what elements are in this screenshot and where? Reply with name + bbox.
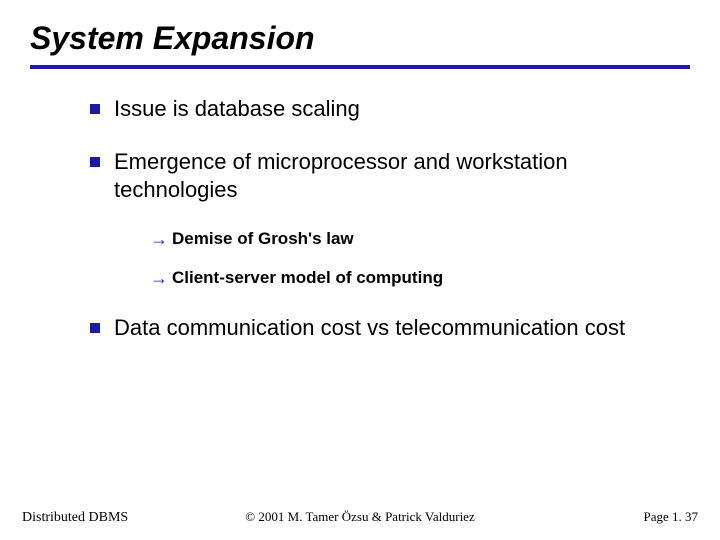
bullet-item: Issue is database scaling [90, 95, 650, 124]
slide-container: System Expansion Issue is database scali… [0, 0, 720, 540]
square-bullet-icon [90, 157, 100, 167]
slide-footer: Distributed DBMS © 2001 M. Tamer Özsu & … [0, 509, 720, 526]
square-bullet-icon [90, 323, 100, 333]
sub-bullet-text: Client-server model of computing [172, 268, 443, 288]
slide-title: System Expansion [30, 20, 690, 57]
bullet-text: Issue is database scaling [114, 95, 360, 124]
square-bullet-icon [90, 104, 100, 114]
footer-left: Distributed DBMS [22, 510, 128, 526]
arrow-icon: → [150, 268, 168, 290]
sub-bullet-item: → Client-server model of computing [150, 268, 650, 290]
bullet-text: Emergence of microprocessor and workstat… [114, 148, 650, 205]
footer-center: © 2001 M. Tamer Özsu & Patrick Valduriez [245, 509, 474, 525]
arrow-icon: → [150, 229, 168, 251]
sub-bullet-text: Demise of Grosh's law [172, 229, 354, 249]
sub-bullet-item: → Demise of Grosh's law [150, 229, 650, 251]
bullet-text: Data communication cost vs telecommunica… [114, 314, 625, 343]
content-area: Issue is database scaling Emergence of m… [30, 69, 690, 343]
sub-list: → Demise of Grosh's law → Client-server … [90, 229, 650, 290]
bullet-item: Emergence of microprocessor and workstat… [90, 148, 650, 205]
bullet-item: Data communication cost vs telecommunica… [90, 314, 650, 343]
footer-right: Page 1. 37 [643, 509, 698, 525]
